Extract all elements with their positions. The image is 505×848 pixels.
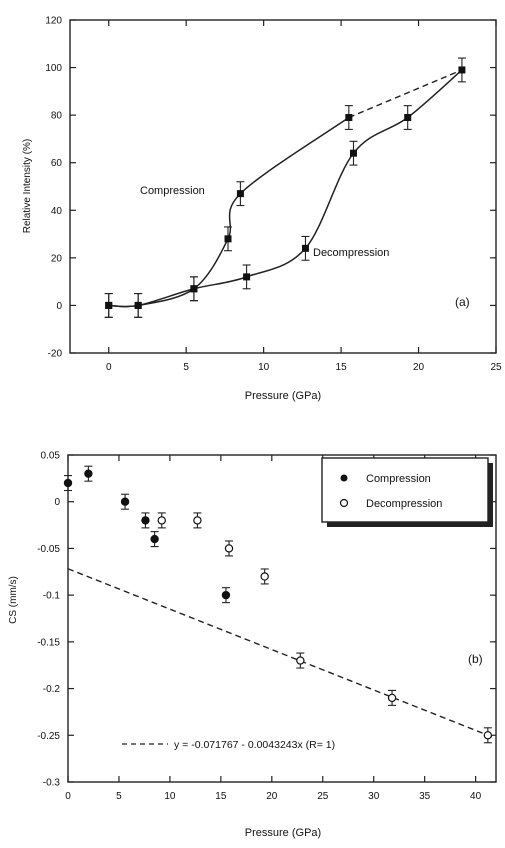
legend-label-compression: Compression — [366, 473, 431, 485]
panel-b-ytick-label: 0 — [54, 497, 60, 508]
panel-a-ytick-label: 120 — [45, 16, 62, 27]
panel-a-decompression-point — [105, 301, 113, 309]
panel-b-legend: Compression Decompression — [321, 457, 493, 527]
panel-a-decompression-point — [243, 273, 251, 281]
panel-b-plot-frame — [67, 454, 497, 783]
panel-a-annotation-compression: Compression — [140, 185, 205, 197]
panel-b-ytick-label: -0.05 — [37, 544, 60, 555]
panel-b-ytick-label: -0.3 — [43, 778, 61, 789]
panel-a-xtick-label: 20 — [413, 362, 425, 373]
panel-b-fit-line — [67, 568, 497, 740]
panel-a-annotation-decompression: Decompression — [313, 247, 389, 259]
panel-b-compression-point — [120, 497, 130, 506]
panel-b-decompression-point — [193, 516, 202, 525]
legend-marker-decompression — [339, 498, 349, 508]
panel-a-ytick-label: 100 — [45, 63, 62, 74]
panel-b-compression-point — [84, 469, 93, 478]
panel-b-xtick-label: 30 — [368, 791, 380, 802]
panel-a-ticks: 0 5 10 15 20 25 -20 0 20 40 60 80 100 120 — [45, 16, 502, 374]
fit-equation-label: y = -0.071767 - 0.0043243x (R= 1) — [174, 739, 335, 751]
panel-a-ytick-label: 60 — [51, 158, 63, 169]
panel-a-decompression-point — [190, 285, 198, 293]
panel-a-ytick-label: 20 — [51, 253, 63, 264]
panel-a-ytick-label: 80 — [51, 111, 63, 122]
panel-a-compression-curve — [108, 116, 350, 308]
panel-b-x-axis-label: Pressure (GPa) — [245, 827, 321, 839]
panel-b-ytick-label: -0.2 — [43, 684, 61, 695]
panel-a-decompression-point — [349, 149, 357, 157]
panel-a-ytick-label: 40 — [51, 206, 63, 217]
panel-b-ytick-label: -0.15 — [37, 637, 60, 648]
panel-a-decompression-point — [301, 244, 309, 252]
panel-b-ticks: 0 5 10 15 20 25 30 35 40 0.05 0 -0.05 -0.1 -0.15 -0.2 -… — [37, 451, 496, 802]
panel-b-xtick-label: 40 — [470, 791, 482, 802]
panel-b-decompression-point — [260, 572, 269, 581]
panel-b-xtick-label: 35 — [419, 791, 431, 802]
panel-b-ytick-label: -0.25 — [37, 731, 60, 742]
panel-b-compression-point — [150, 534, 159, 544]
panel-a-points — [104, 57, 466, 318]
panel-a-xtick-label: 0 — [106, 362, 112, 373]
panel-b-compression-point — [141, 516, 150, 525]
panel-a-compression-point — [236, 190, 244, 198]
panel-b-compression-point — [63, 478, 73, 488]
panel-a-x-axis-label: Pressure (GPa) — [245, 390, 321, 402]
legend-marker-compression — [340, 474, 348, 482]
panel-a-xtick-label: 15 — [336, 362, 348, 373]
panel-a-y-axis-label: Relative Intensity (%) — [22, 139, 33, 233]
panel-b-linear-fit-line — [67, 568, 497, 740]
panel-a-compression-point — [345, 114, 353, 122]
panel-b-xtick-label: 20 — [266, 791, 278, 802]
panel-a-xtick-label: 5 — [183, 362, 189, 373]
panel-b-xtick-label: 5 — [116, 791, 122, 802]
panel-b-decompression-point — [157, 516, 166, 525]
panel-a-dashed-extension-line — [348, 69, 463, 119]
panel-a-chart: 0 5 10 15 20 25 -20 0 20 40 60 80 100 120 Compression… — [22, 16, 502, 403]
panel-b-decompression-point — [296, 656, 305, 665]
panel-a-xtick-label: 25 — [490, 362, 502, 373]
panel-a-decompression-point — [458, 66, 466, 74]
panel-b-xtick-label: 25 — [317, 791, 329, 802]
panel-a-xtick-label: 10 — [258, 362, 270, 373]
panel-b-decompression-point — [387, 693, 397, 703]
legend-label-decompression: Decompression — [366, 498, 442, 510]
panel-b-fit-legend: y = -0.071767 - 0.0043243x (R= 1) — [122, 739, 335, 751]
panel-a-compression-point — [224, 235, 232, 243]
panel-a-ytick-label: 0 — [56, 301, 62, 312]
panel-b-ytick-label: 0.05 — [41, 451, 61, 462]
panel-a-plot-frame — [69, 19, 497, 354]
panel-b-decompression-point — [224, 544, 234, 553]
legend-box — [321, 457, 489, 523]
panel-a-decompression-curve — [108, 69, 463, 308]
panel-b-label: (b) — [468, 652, 483, 666]
panel-b-ytick-label: -0.1 — [43, 591, 61, 602]
panel-b-compression-point — [221, 590, 231, 600]
panel-a-decompression-point — [404, 114, 412, 122]
panel-a-decompression-point — [134, 301, 142, 309]
panel-b-xtick-label: 10 — [164, 791, 176, 802]
panel-b-decompression-point — [483, 731, 493, 740]
panel-a-label: (a) — [455, 295, 470, 309]
panel-b-chart: 0 5 10 15 20 25 30 35 40 0.05 0 -0.05 -0.1 -0.15 -0.2 -… — [8, 451, 497, 839]
panel-b-xtick-label: 15 — [215, 791, 227, 802]
panel-b-points — [63, 465, 493, 744]
panel-b-y-axis-label: CS (mm/s) — [8, 576, 19, 624]
panel-b-xtick-label: 0 — [65, 791, 71, 802]
panel-a-ytick-label: -20 — [48, 349, 63, 360]
